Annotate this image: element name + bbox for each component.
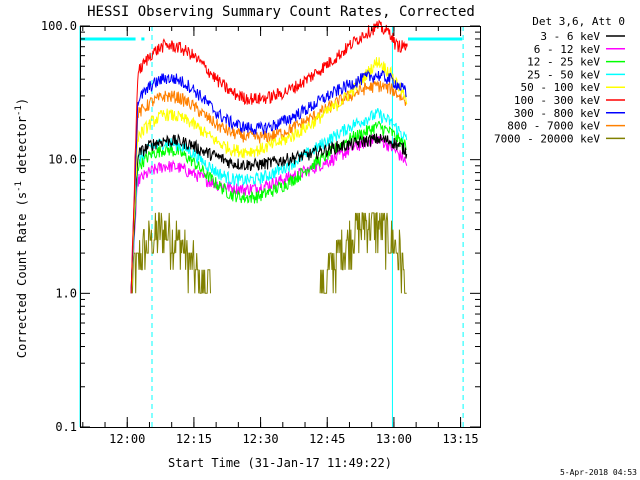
y-axis-ticks: 0.1 1.0 10.0 100.0 [41, 19, 480, 434]
series-line [130, 19, 408, 294]
x-tick-label: 12:00 [109, 432, 145, 446]
x-tick-label: 12:15 [176, 432, 212, 446]
legend-label: 300 - 800 keV [514, 107, 600, 120]
y-tick-label: 0.1 [55, 420, 77, 434]
chart-title: HESSI Observing Summary Count Rates, Cor… [87, 4, 475, 20]
legend-label: 100 - 300 keV [514, 94, 600, 107]
series-line [130, 133, 408, 294]
footer-timestamp: 5-Apr-2018 04:53 [560, 468, 637, 477]
y-tick-label: 100.0 [41, 19, 77, 33]
legend-label: 25 - 50 keV [527, 68, 600, 81]
legend-label: 3 - 6 keV [540, 30, 600, 43]
legend-label: 7000 - 20000 keV [494, 132, 600, 145]
y-tick-label: 1.0 [55, 286, 77, 300]
plot-area: 0.1 1.0 10.0 100.0 12:00 12:15 12:30 12:45 13:0… [41, 19, 481, 446]
y-axis-label: Corrected Count Rate (s-1 detector-1) [14, 98, 29, 358]
series-layer [130, 19, 408, 294]
x-axis-ticks: 12:00 12:15 12:30 12:45 13:00 13:15 [82, 26, 479, 446]
series-line [130, 69, 407, 294]
legend-label: 50 - 100 keV [521, 81, 601, 94]
legend-label: 800 - 7000 keV [507, 120, 600, 133]
legend-label: 12 - 25 keV [527, 56, 600, 69]
series-line [130, 80, 408, 294]
x-tick-label: 12:30 [243, 432, 279, 446]
x-tick-label: 13:00 [376, 432, 412, 446]
legend-header: Det 3,6, Att 0 [532, 15, 625, 28]
series-line [130, 212, 407, 294]
x-axis-label: Start Time (31-Jan-17 11:49:22) [168, 456, 392, 470]
x-tick-label: 13:15 [443, 432, 479, 446]
x-tick-label: 12:45 [309, 432, 345, 446]
y-tick-label: 10.0 [48, 153, 77, 167]
plot-frame [80, 26, 481, 428]
legend-label: 6 - 12 keV [534, 43, 601, 56]
